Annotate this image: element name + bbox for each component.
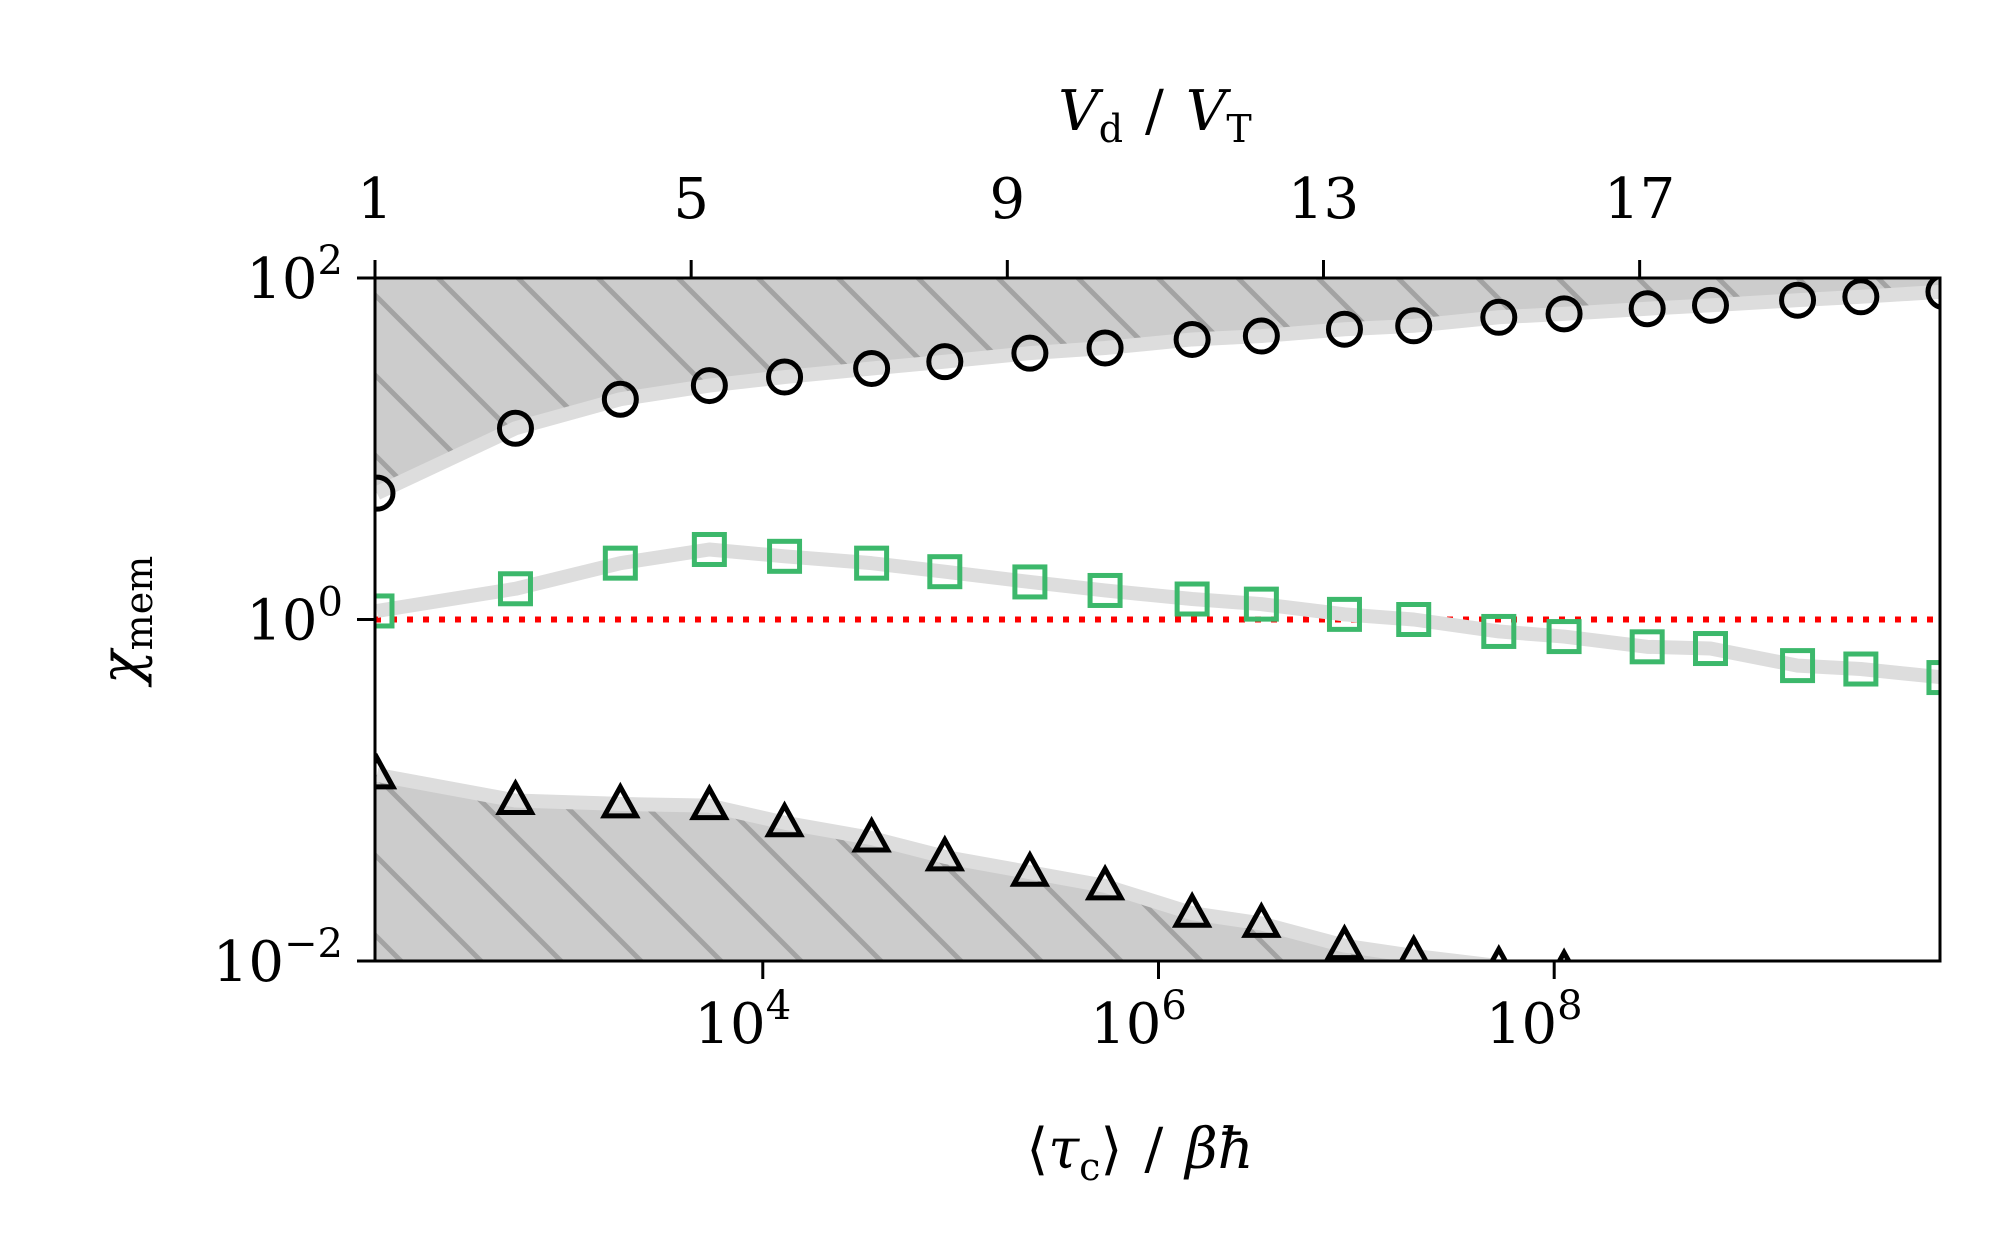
trend-line-square	[377, 549, 1944, 677]
x-axis-label-bottom: ⟨τc⟩ / βħ	[1026, 1117, 1253, 1189]
plot-area	[361, 273, 1960, 982]
x-top-tick-label: 9	[990, 167, 1026, 232]
x-top-tick-label: 5	[673, 167, 709, 232]
x-top-tick-label: 13	[1288, 167, 1359, 232]
y-tick-label: 102	[246, 238, 343, 312]
x-bottom-tick-label: 108	[1486, 983, 1583, 1057]
x-axis-label-top: Vd / VT	[1058, 79, 1251, 151]
x-top-tick-label: 17	[1604, 167, 1675, 232]
y-tick-label: 10−2	[213, 921, 343, 995]
y-tick-label: 100	[246, 580, 343, 654]
x-bottom-tick-label: 104	[694, 983, 791, 1057]
y-axis-label: χmem	[89, 556, 161, 689]
x-top-tick-label: 1	[357, 167, 393, 232]
x-bottom-tick-label: 106	[1090, 983, 1187, 1057]
triangle-marker	[1483, 949, 1515, 978]
